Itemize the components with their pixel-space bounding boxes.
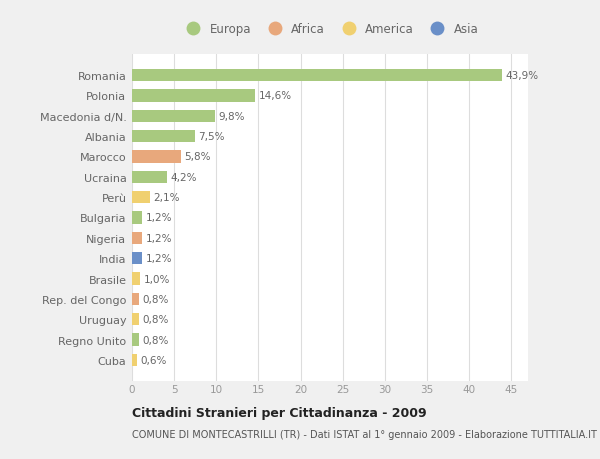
Text: 1,2%: 1,2% xyxy=(145,233,172,243)
Text: 43,9%: 43,9% xyxy=(505,71,538,81)
Text: 4,2%: 4,2% xyxy=(171,173,197,182)
Bar xyxy=(132,212,142,224)
Text: COMUNE DI MONTECASTRILLI (TR) - Dati ISTAT al 1° gennaio 2009 - Elaborazione TUT: COMUNE DI MONTECASTRILLI (TR) - Dati IST… xyxy=(132,429,597,439)
Text: 9,8%: 9,8% xyxy=(218,112,244,122)
Bar xyxy=(132,293,139,305)
Bar xyxy=(132,252,142,265)
Bar xyxy=(132,354,137,366)
Text: 0,8%: 0,8% xyxy=(142,335,169,345)
Bar xyxy=(132,232,142,244)
Text: Cittadini Stranieri per Cittadinanza - 2009: Cittadini Stranieri per Cittadinanza - 2… xyxy=(132,406,427,419)
Text: 1,2%: 1,2% xyxy=(145,254,172,263)
Text: 0,8%: 0,8% xyxy=(142,294,169,304)
Text: 1,0%: 1,0% xyxy=(144,274,170,284)
Bar xyxy=(132,334,139,346)
Bar xyxy=(132,192,149,204)
Bar xyxy=(132,111,215,123)
Legend: Europa, Africa, America, Asia: Europa, Africa, America, Asia xyxy=(176,19,484,41)
Text: 14,6%: 14,6% xyxy=(259,91,292,101)
Bar xyxy=(132,273,140,285)
Text: 1,2%: 1,2% xyxy=(145,213,172,223)
Bar xyxy=(132,70,502,82)
Text: 7,5%: 7,5% xyxy=(199,132,225,142)
Bar xyxy=(132,90,255,102)
Text: 0,8%: 0,8% xyxy=(142,314,169,325)
Bar xyxy=(132,131,195,143)
Bar xyxy=(132,171,167,184)
Text: 0,6%: 0,6% xyxy=(140,355,167,365)
Bar xyxy=(132,151,181,163)
Bar xyxy=(132,313,139,325)
Text: 5,8%: 5,8% xyxy=(184,152,211,162)
Text: 2,1%: 2,1% xyxy=(153,193,179,203)
